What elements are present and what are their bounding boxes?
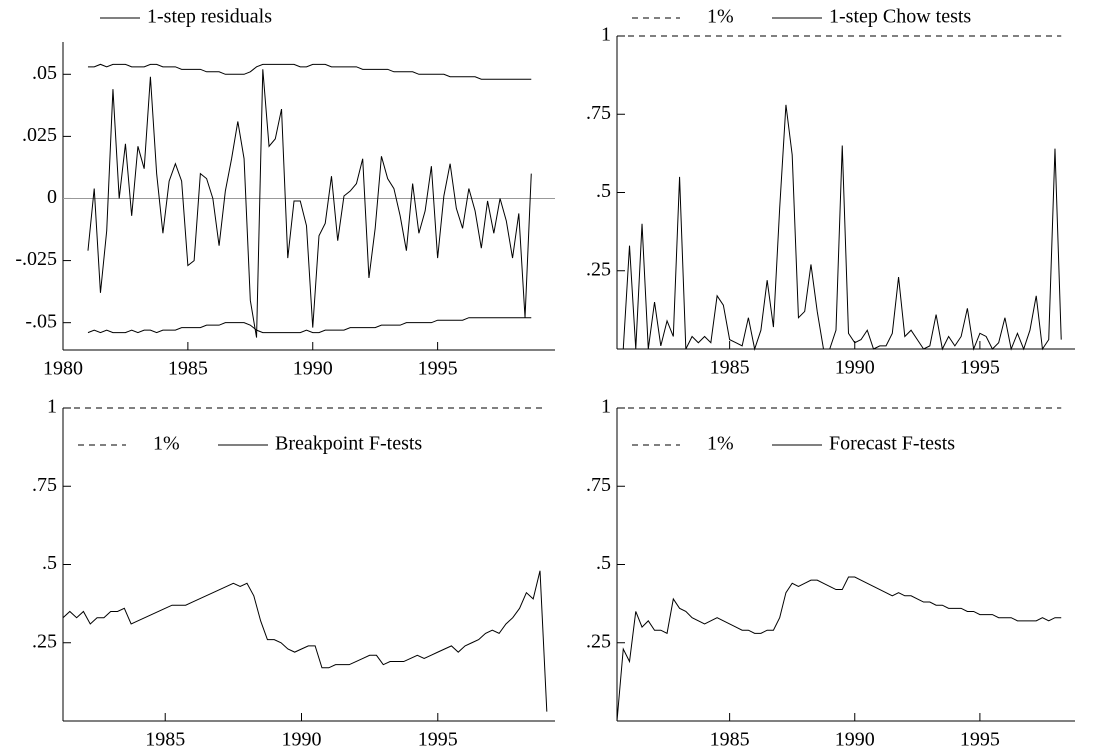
y-tick-label: .25	[586, 630, 611, 652]
series-line	[62, 570, 548, 712]
legend-label: 1%	[153, 433, 180, 455]
y-tick-label: .75	[32, 474, 57, 496]
x-tick-label: 1985	[145, 729, 185, 751]
legend-label: 1%	[707, 433, 734, 455]
x-tick-label: 1990	[293, 358, 333, 380]
x-tick-label: 1985	[168, 358, 208, 380]
y-tick-label: 1	[601, 24, 611, 46]
y-tick-label: .25	[32, 630, 57, 652]
y-tick-label: .75	[586, 102, 611, 124]
y-tick-label: .75	[586, 474, 611, 496]
y-tick-label: .025	[22, 124, 57, 146]
series-line	[87, 317, 532, 334]
y-tick-label: -.05	[25, 310, 57, 332]
y-tick-label: 0	[47, 186, 57, 208]
y-tick-label: -.025	[15, 248, 57, 270]
x-tick-label: 1995	[418, 729, 458, 751]
x-tick-label: 1990	[282, 729, 322, 751]
x-tick-label: 1990	[835, 729, 875, 751]
legend-label: Breakpoint F-tests	[275, 433, 422, 455]
x-tick-label: 1985	[710, 357, 750, 379]
series-line	[617, 104, 1062, 351]
x-tick-label: 1995	[960, 357, 1000, 379]
legend-label: 1-step Chow tests	[829, 6, 971, 28]
y-tick-label: 1	[47, 396, 57, 418]
y-tick-label: .25	[586, 258, 611, 280]
y-tick-label: .5	[596, 552, 611, 574]
y-tick-label: 1	[601, 396, 611, 418]
x-tick-label: 1995	[418, 358, 458, 380]
series-line	[87, 63, 532, 80]
series-line	[87, 69, 532, 338]
x-tick-label: 1980	[43, 358, 83, 380]
y-tick-label: .5	[596, 180, 611, 202]
legend-label: 1-step residuals	[147, 6, 272, 28]
legend-label: Forecast F-tests	[829, 433, 955, 455]
x-tick-label: 1985	[710, 729, 750, 751]
series-line	[616, 576, 1062, 722]
x-tick-label: 1995	[960, 729, 1000, 751]
y-tick-label: .05	[32, 62, 57, 84]
x-tick-label: 1990	[835, 357, 875, 379]
legend-label: 1%	[707, 6, 734, 28]
y-tick-label: .5	[42, 552, 57, 574]
